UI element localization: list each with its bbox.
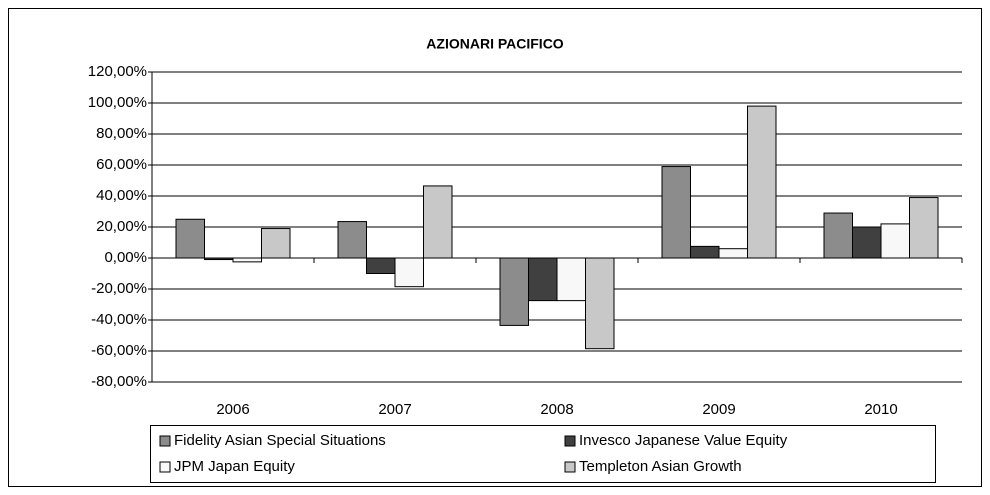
- legend-label: Invesco Japanese Value Equity: [579, 432, 788, 449]
- bar: [261, 228, 291, 259]
- legend-swatch: [564, 435, 576, 447]
- bar: [175, 218, 205, 259]
- bar: [528, 257, 558, 302]
- y-tick-label: -40,00%: [91, 311, 147, 328]
- bar: [499, 257, 529, 326]
- bar: [232, 257, 262, 263]
- legend-swatch: [159, 435, 171, 447]
- bar: [661, 166, 691, 259]
- x-tick-label: 2008: [540, 401, 573, 418]
- bar: [747, 105, 777, 259]
- bar: [585, 257, 615, 350]
- y-tick-label: -80,00%: [91, 373, 147, 390]
- bar: [909, 197, 939, 259]
- y-tick-label: 80,00%: [96, 125, 147, 142]
- legend-label: JPM Japan Equity: [174, 458, 295, 475]
- x-tick-label: 2006: [216, 401, 249, 418]
- chart-frame: [8, 8, 982, 487]
- chart-title: AZIONARI PACIFICO: [426, 36, 564, 52]
- bar: [394, 257, 424, 288]
- y-tick-label: 20,00%: [96, 218, 147, 235]
- bar: [423, 185, 453, 259]
- bar: [556, 257, 586, 302]
- bar: [823, 212, 853, 259]
- x-tick-label: 2007: [378, 401, 411, 418]
- y-tick-label: -20,00%: [91, 280, 147, 297]
- bar: [852, 226, 882, 259]
- bar: [337, 221, 367, 259]
- x-tick-label: 2010: [864, 401, 897, 418]
- bar: [690, 245, 720, 259]
- legend-label: Templeton Asian Growth: [579, 458, 742, 475]
- legend-box: [150, 425, 936, 483]
- bar: [366, 257, 396, 274]
- legend-label: Fidelity Asian Special Situations: [174, 432, 386, 449]
- x-tick-label: 2009: [702, 401, 735, 418]
- y-tick-label: -60,00%: [91, 342, 147, 359]
- bar: [718, 248, 748, 259]
- y-tick-label: 100,00%: [88, 94, 147, 111]
- legend-swatch: [159, 461, 171, 473]
- legend-swatch: [564, 461, 576, 473]
- y-tick-label: 120,00%: [88, 63, 147, 80]
- bar: [880, 223, 910, 259]
- y-tick-label: 0,00%: [104, 249, 147, 266]
- y-tick-label: 40,00%: [96, 187, 147, 204]
- y-tick-label: 60,00%: [96, 156, 147, 173]
